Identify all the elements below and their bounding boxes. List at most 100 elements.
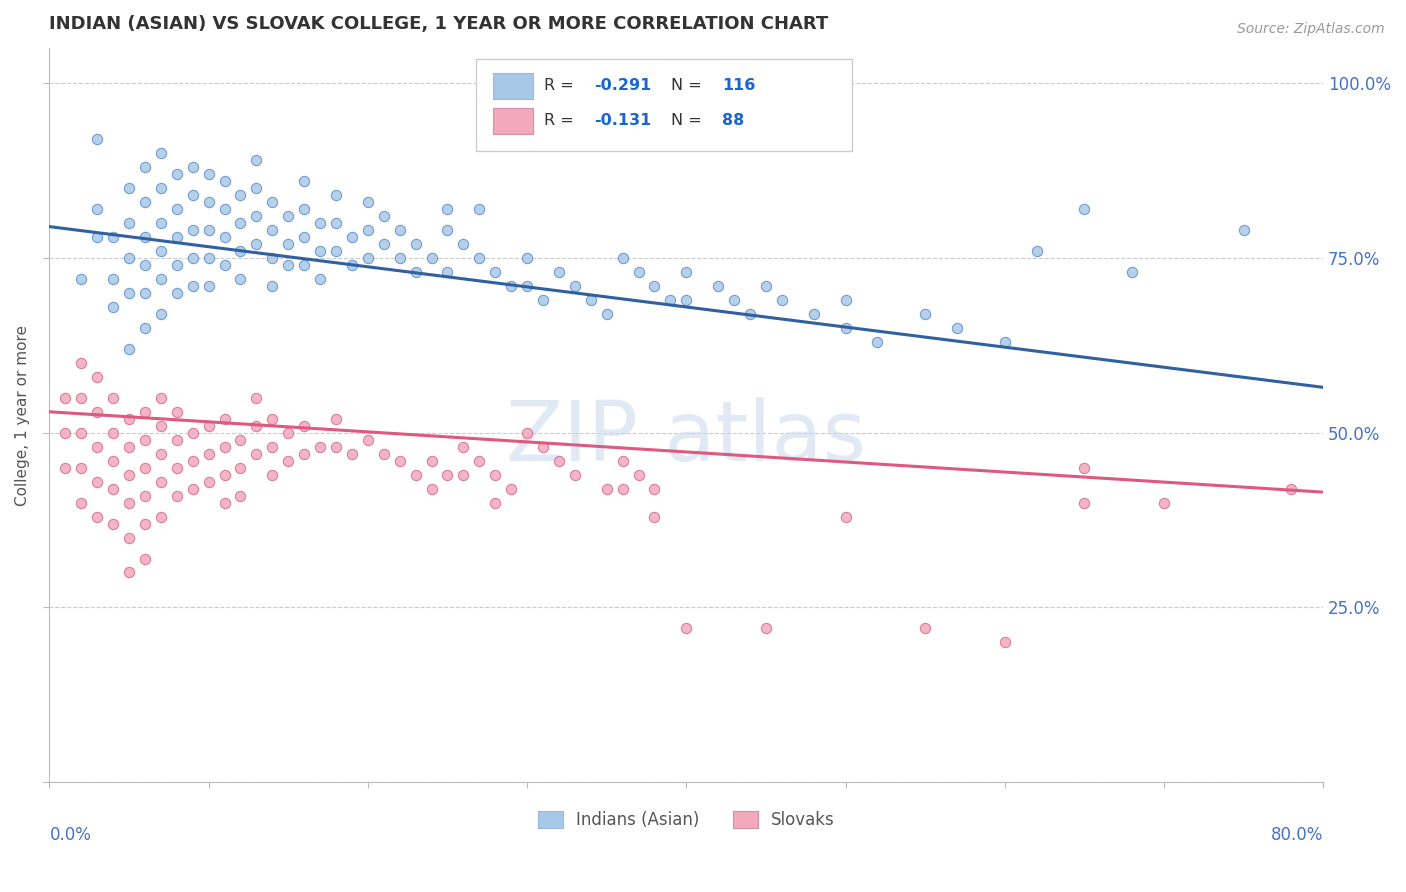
- Point: [214, 230, 236, 244]
- Point: [134, 258, 156, 272]
- Point: [166, 489, 188, 503]
- Text: R =: R =: [544, 113, 578, 128]
- Point: [309, 244, 332, 258]
- Y-axis label: College, 1 year or more: College, 1 year or more: [15, 325, 30, 506]
- Point: [101, 482, 124, 496]
- Point: [388, 251, 411, 265]
- Point: [118, 411, 141, 425]
- Point: [166, 433, 188, 447]
- Text: 80.0%: 80.0%: [1271, 826, 1323, 844]
- Point: [277, 209, 299, 223]
- Point: [292, 258, 315, 272]
- Point: [214, 495, 236, 509]
- Point: [627, 467, 650, 482]
- Point: [149, 391, 172, 405]
- Point: [357, 223, 380, 237]
- Point: [834, 321, 856, 335]
- Point: [134, 195, 156, 210]
- Point: [612, 453, 634, 467]
- Point: [134, 433, 156, 447]
- Point: [134, 405, 156, 419]
- Point: [277, 258, 299, 272]
- Point: [166, 258, 188, 272]
- Point: [70, 425, 93, 440]
- Point: [101, 425, 124, 440]
- Point: [468, 453, 491, 467]
- Point: [292, 230, 315, 244]
- Point: [214, 467, 236, 482]
- Point: [579, 293, 602, 307]
- Point: [548, 453, 571, 467]
- Point: [516, 425, 538, 440]
- Point: [405, 467, 427, 482]
- Point: [675, 621, 697, 635]
- Point: [1121, 265, 1143, 279]
- Point: [262, 440, 284, 454]
- Point: [197, 447, 219, 461]
- Point: [214, 202, 236, 216]
- Point: [516, 251, 538, 265]
- Point: [612, 482, 634, 496]
- Point: [86, 509, 108, 524]
- Point: [101, 272, 124, 286]
- Point: [134, 230, 156, 244]
- Point: [70, 356, 93, 370]
- Point: [755, 621, 778, 635]
- Point: [405, 237, 427, 252]
- Text: N =: N =: [671, 113, 707, 128]
- Point: [214, 258, 236, 272]
- Point: [53, 425, 76, 440]
- Point: [86, 369, 108, 384]
- Point: [86, 230, 108, 244]
- Point: [149, 475, 172, 489]
- Point: [770, 293, 793, 307]
- Point: [436, 202, 458, 216]
- Point: [420, 251, 443, 265]
- Point: [564, 279, 586, 293]
- Point: [181, 453, 204, 467]
- Point: [245, 447, 267, 461]
- Point: [166, 460, 188, 475]
- Point: [436, 467, 458, 482]
- Point: [262, 279, 284, 293]
- Text: R =: R =: [544, 78, 578, 93]
- Point: [325, 411, 347, 425]
- Text: N =: N =: [671, 78, 707, 93]
- Point: [229, 216, 252, 230]
- Point: [659, 293, 682, 307]
- Point: [675, 265, 697, 279]
- Point: [149, 307, 172, 321]
- Text: 116: 116: [721, 78, 755, 93]
- Point: [325, 244, 347, 258]
- Point: [484, 265, 506, 279]
- Point: [149, 509, 172, 524]
- Point: [595, 307, 617, 321]
- Point: [118, 285, 141, 300]
- Point: [834, 509, 856, 524]
- Point: [262, 223, 284, 237]
- Point: [484, 495, 506, 509]
- Text: 0.0%: 0.0%: [49, 826, 91, 844]
- Point: [707, 279, 730, 293]
- Point: [229, 489, 252, 503]
- Point: [181, 251, 204, 265]
- Point: [1073, 202, 1095, 216]
- Point: [70, 391, 93, 405]
- Point: [1279, 482, 1302, 496]
- Point: [229, 272, 252, 286]
- Point: [197, 223, 219, 237]
- Point: [340, 447, 363, 461]
- Point: [357, 251, 380, 265]
- Point: [357, 433, 380, 447]
- Point: [755, 279, 778, 293]
- Point: [484, 467, 506, 482]
- FancyBboxPatch shape: [477, 60, 852, 151]
- Point: [166, 405, 188, 419]
- Point: [914, 621, 936, 635]
- Point: [181, 188, 204, 202]
- Point: [149, 447, 172, 461]
- Point: [86, 475, 108, 489]
- Point: [1073, 495, 1095, 509]
- FancyBboxPatch shape: [492, 108, 533, 135]
- Point: [516, 279, 538, 293]
